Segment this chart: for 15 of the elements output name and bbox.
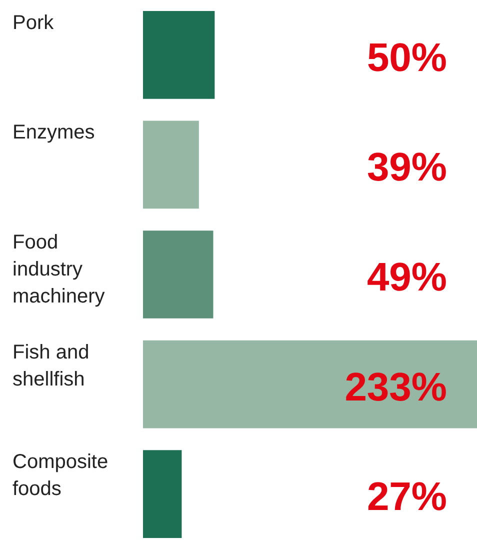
data-label: 39%	[366, 146, 447, 190]
data-label: 50%	[366, 36, 447, 80]
data-label: 233%	[344, 365, 447, 410]
bar	[143, 10, 215, 99]
bar	[143, 230, 214, 318]
y-tick-label: Fish and shellfish	[12, 341, 90, 390]
data-label: 27%	[366, 475, 447, 520]
bar	[143, 340, 477, 428]
y-tick-label: Composite foods	[12, 451, 108, 500]
bar	[143, 120, 199, 209]
data-label: 49%	[366, 256, 447, 300]
y-tick-label: Enzymes	[12, 122, 95, 144]
y-tick-label: Food industry machinery	[12, 232, 105, 308]
bar	[143, 450, 182, 538]
y-tick-label: Pork	[12, 12, 55, 34]
